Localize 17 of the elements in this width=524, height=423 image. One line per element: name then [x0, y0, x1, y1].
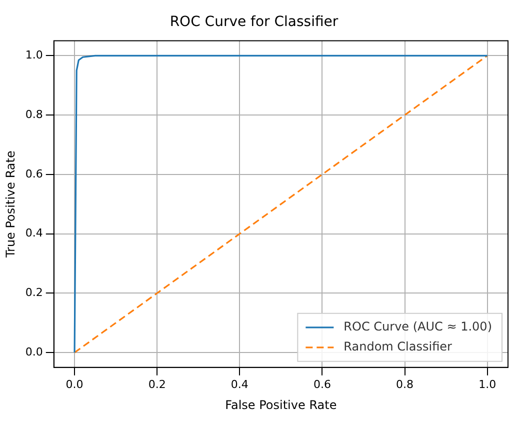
y-tick-label: 1.0 — [25, 48, 43, 62]
x-tick-label: 0.6 — [313, 378, 331, 391]
y-tick-label: 0.6 — [25, 167, 43, 180]
x-tick-label: 0.8 — [396, 378, 414, 391]
legend-label: Random Classifier — [344, 340, 452, 354]
x-tick-label: 0.0 — [66, 378, 84, 391]
y-tick-label: 0.0 — [25, 345, 43, 358]
y-tick-label: 0.2 — [25, 286, 43, 300]
y-tick-label: 0.4 — [25, 226, 43, 240]
x-tick-label: 0.2 — [148, 378, 166, 391]
x-axis-title: False Positive Rate — [225, 398, 337, 412]
y-axis-title: True Positive Rate — [3, 150, 18, 259]
chart-title: ROC Curve for Classifier — [170, 14, 338, 30]
x-tick-label: 0.4 — [230, 378, 248, 391]
y-tick-label: 0.8 — [25, 108, 43, 121]
legend-label: ROC Curve (AUC ≈ 1.00) — [344, 320, 492, 334]
x-tick-label: 1.0 — [478, 378, 496, 391]
